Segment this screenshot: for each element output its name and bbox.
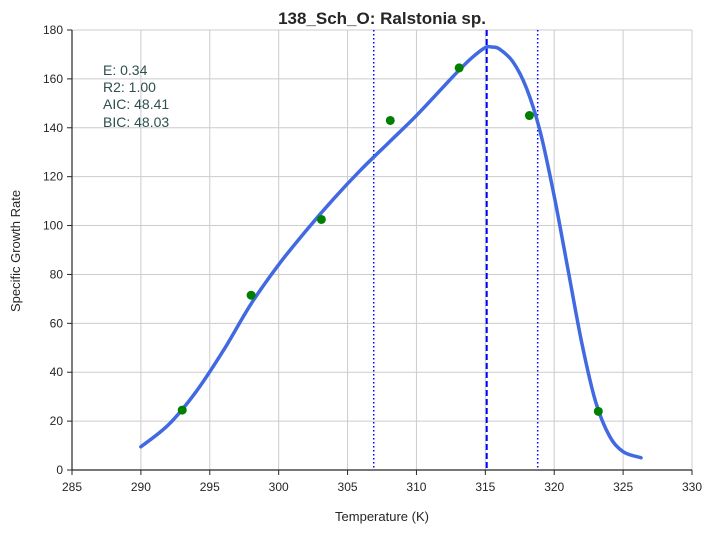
- x-tick-label: 310: [406, 480, 426, 494]
- data-point: [316, 214, 326, 224]
- data-point: [177, 405, 187, 415]
- y-tick-label: 180: [43, 23, 63, 37]
- y-tick-label: 140: [43, 121, 63, 135]
- x-tick-label: 325: [613, 480, 633, 494]
- stat-bic: BIC: 48.03: [103, 114, 169, 130]
- y-tick-label: 20: [50, 414, 64, 428]
- stat-aic: AIC: 48.41: [103, 96, 169, 112]
- stat-e: E: 0.34: [103, 62, 148, 78]
- fit-curve-layer: [139, 44, 643, 460]
- x-tick-label: 330: [682, 480, 702, 494]
- y-tick-label: 60: [50, 316, 64, 330]
- x-tick-label: 295: [200, 480, 220, 494]
- y-tick-label: 120: [43, 170, 63, 184]
- chart-title: 138_Sch_O: Ralstonia sp.: [278, 9, 486, 28]
- y-axis-label: Specific Growth Rate: [8, 190, 23, 312]
- data-point: [524, 111, 534, 121]
- x-tick-label: 290: [131, 480, 151, 494]
- data-point: [385, 115, 395, 125]
- y-tick-label: 100: [43, 219, 63, 233]
- stat-r2: R2: 1.00: [103, 79, 156, 95]
- observed-points-layer: [177, 63, 603, 416]
- x-tick-label: 305: [338, 480, 358, 494]
- x-tick-label: 320: [544, 480, 564, 494]
- data-point: [593, 406, 603, 416]
- axes: [67, 29, 693, 475]
- data-point: [454, 63, 464, 73]
- data-point: [246, 290, 256, 300]
- reference-lines: [372, 30, 539, 470]
- x-tick-label: 315: [475, 480, 495, 494]
- y-tick-label: 0: [56, 463, 63, 477]
- y-tick-label: 160: [43, 72, 63, 86]
- x-axis-label: Temperature (K): [335, 509, 429, 524]
- y-tick-label: 80: [50, 267, 64, 281]
- x-tick-label: 285: [62, 480, 82, 494]
- tick-labels: 285 290 295 300 305 310 315 320 325 330 0 20 40 60 80 1…: [43, 23, 702, 494]
- y-tick-label: 40: [50, 365, 64, 379]
- fit-curve: [139, 44, 643, 460]
- x-tick-label: 300: [269, 480, 289, 494]
